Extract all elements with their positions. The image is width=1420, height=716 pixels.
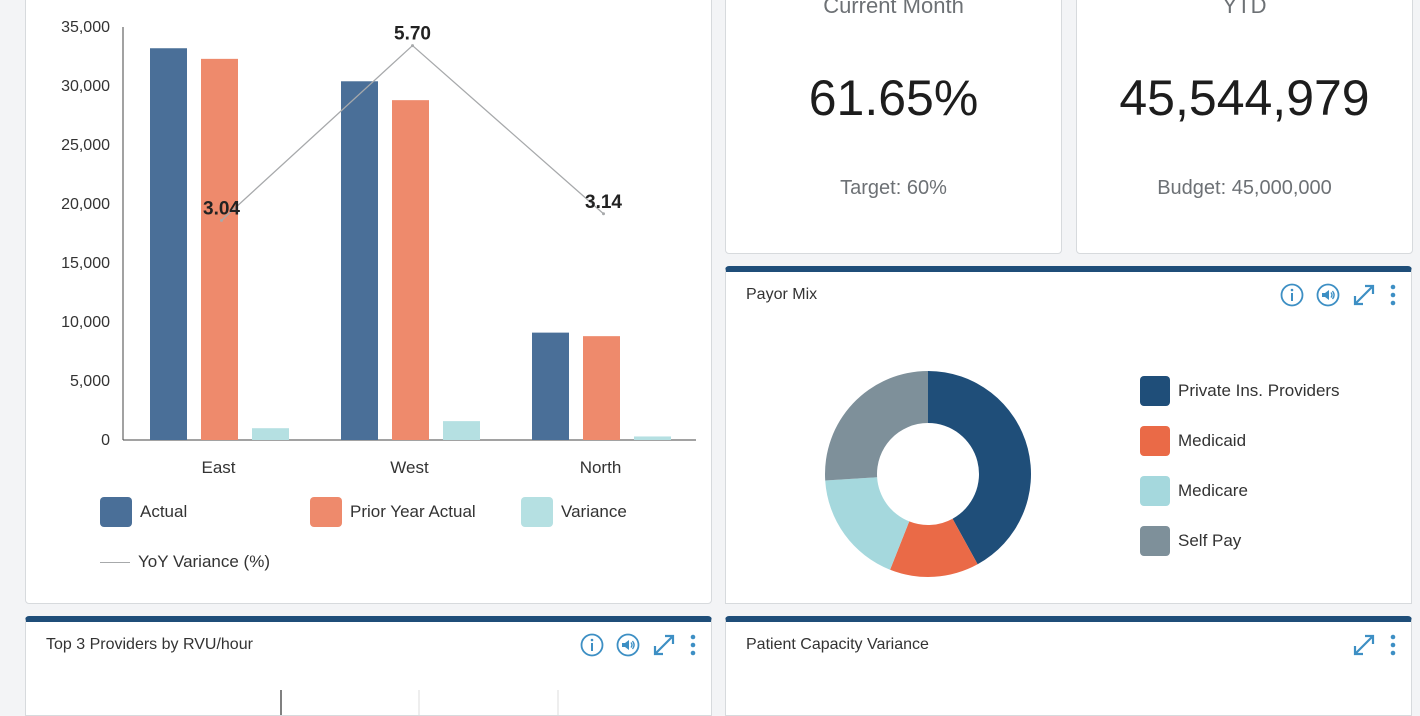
legend-prior-label: Prior Year Actual <box>350 502 476 521</box>
yoy-data-label: 3.14 <box>585 192 622 213</box>
bar-actual <box>150 48 187 441</box>
x-tick-label: West <box>390 458 429 477</box>
legend-variance[interactable]: Variance <box>521 497 627 527</box>
payor-legend-label: Medicaid <box>1178 431 1247 450</box>
yoy-variance-point <box>602 212 605 216</box>
yoy-data-label: 3.04 <box>203 198 240 219</box>
yoy-variance-point <box>411 44 414 48</box>
payor-mix-toolbar <box>1279 282 1399 308</box>
bar-variance <box>252 428 289 440</box>
audio-icon[interactable] <box>1315 282 1341 308</box>
payor-mix-title: Payor Mix <box>746 286 818 303</box>
expand-icon[interactable] <box>651 632 677 658</box>
kpi-current-target: Target: 60% <box>840 177 947 199</box>
top-providers-title: Top 3 Providers by RVU/hour <box>46 636 253 653</box>
y-tick-label: 0 <box>101 432 110 449</box>
kpi-current-title: Current Month <box>823 0 964 18</box>
donut-slice-private-ins-providers <box>928 371 1031 565</box>
bar-chart: 0 5,000 10,000 15,000 20,000 25,000 30,000 35,0… <box>61 19 696 477</box>
legend-prior-swatch <box>310 497 342 527</box>
kpi-ytd-card: YTD 45,544,979 Budget: 45,000,000 <box>1076 0 1413 254</box>
providers-chart-gridlines <box>280 690 559 715</box>
kpi-ytd-value: 45,544,979 <box>1119 70 1370 126</box>
legend-yoy[interactable]: YoY Variance (%) <box>100 552 270 572</box>
legend-actual-label: Actual <box>140 502 188 521</box>
audio-icon[interactable] <box>615 632 641 658</box>
payor-legend-item[interactable]: Medicare <box>1140 476 1248 506</box>
donut-slice-medicare <box>825 477 910 570</box>
payor-legend-item[interactable]: Self Pay <box>1140 526 1241 556</box>
payor-legend-item[interactable]: Medicaid <box>1140 426 1246 456</box>
payor-mix-donut <box>825 371 1031 577</box>
more-options-icon[interactable] <box>1387 632 1399 658</box>
patient-capacity-title: Patient Capacity Variance <box>746 636 929 653</box>
patient-capacity-panel: Patient Capacity Variance <box>725 616 1412 716</box>
bar-actual <box>341 81 378 440</box>
info-icon[interactable] <box>579 632 605 658</box>
y-tick-label: 20,000 <box>61 196 110 213</box>
legend-actual-swatch <box>100 497 132 527</box>
kpi-ytd-budget: Budget: 45,000,000 <box>1157 177 1332 199</box>
kpi-ytd-title: YTD <box>1222 0 1267 18</box>
legend-prior[interactable]: Prior Year Actual <box>310 497 476 527</box>
payor-legend-label: Medicare <box>1178 481 1248 500</box>
kpi-current-month-card: Current Month 61.65% Target: 60% <box>725 0 1062 254</box>
expand-icon[interactable] <box>1351 632 1377 658</box>
donut-slice-self-pay <box>825 371 928 481</box>
y-tick-label: 25,000 <box>61 137 110 154</box>
info-icon[interactable] <box>1279 282 1305 308</box>
y-tick-label: 35,000 <box>61 19 110 36</box>
bar-actual <box>532 332 569 440</box>
top-providers-toolbar <box>579 632 699 658</box>
legend-variance-swatch <box>521 497 553 527</box>
x-tick-label: North <box>580 458 622 477</box>
payor-legend-swatch <box>1140 476 1170 506</box>
more-options-icon[interactable] <box>1387 282 1399 308</box>
donut-slice-medicaid <box>890 518 978 577</box>
payor-legend-label: Private Ins. Providers <box>1178 381 1340 400</box>
bar-variance <box>634 436 671 440</box>
payor-legend-swatch <box>1140 426 1170 456</box>
expand-icon[interactable] <box>1351 282 1377 308</box>
more-options-icon[interactable] <box>687 632 699 658</box>
legend-yoy-label: YoY Variance (%) <box>138 552 270 571</box>
bar-prior-year-actual <box>583 336 620 440</box>
y-tick-label: 10,000 <box>61 314 110 331</box>
bar-prior-year-actual <box>392 100 429 440</box>
legend-variance-label: Variance <box>561 502 627 521</box>
y-tick-label: 5,000 <box>70 373 110 390</box>
patient-capacity-toolbar <box>1351 632 1399 658</box>
top-providers-panel: Top 3 Providers by RVU/hour <box>25 616 712 716</box>
kpi-current-value: 61.65% <box>808 70 979 126</box>
bar-chart-panel: 0 5,000 10,000 15,000 20,000 25,000 30,000 35,0… <box>25 0 712 604</box>
legend-yoy-line <box>100 561 130 563</box>
legend-actual[interactable]: Actual <box>100 497 187 527</box>
yoy-variance-point <box>220 218 223 222</box>
bar-prior-year-actual <box>201 58 238 441</box>
y-tick-label: 30,000 <box>61 78 110 95</box>
y-tick-label: 15,000 <box>61 255 110 272</box>
yoy-data-label: 5.70 <box>394 24 431 45</box>
payor-legend-swatch <box>1140 376 1170 406</box>
x-tick-label: East <box>201 458 235 477</box>
bar-variance <box>443 421 480 440</box>
payor-legend-item[interactable]: Private Ins. Providers <box>1140 376 1340 406</box>
payor-mix-panel: Payor Mix Private Ins. Providers Medicaid… <box>725 266 1412 604</box>
payor-legend-swatch <box>1140 526 1170 556</box>
payor-legend-label: Self Pay <box>1178 531 1242 550</box>
